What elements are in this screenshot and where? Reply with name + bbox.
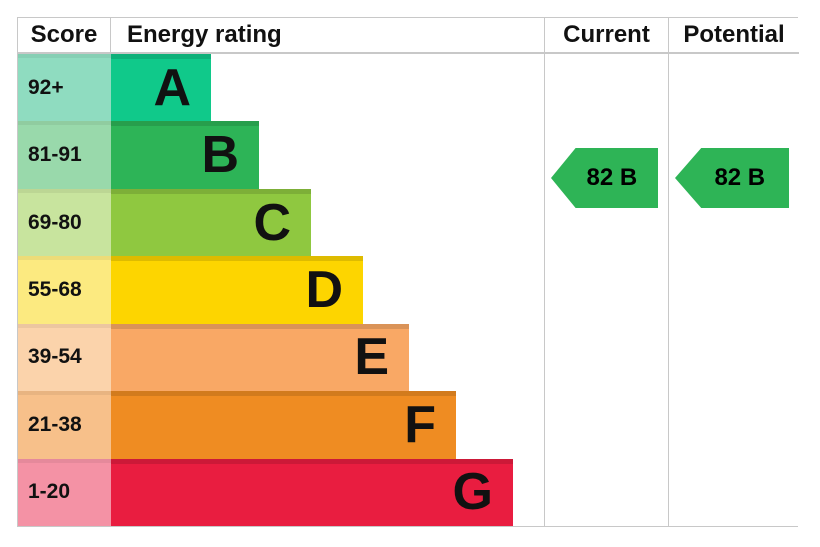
rating-bands: 92+ A 81-91 B 69-80 C 55-68 D 39-54 E 21… — [18, 54, 544, 526]
band-score-range: 1-20 — [18, 458, 111, 526]
potential-column-header: Potential — [669, 18, 799, 54]
band-bar-d: D — [111, 256, 363, 324]
band-score-range: 81-91 — [18, 121, 111, 189]
potential-rating-label: 82 B — [714, 164, 766, 191]
band-score-range: 55-68 — [18, 256, 111, 324]
current-rating-label: 82 B — [586, 164, 638, 191]
potential-column: Potential 82 B — [668, 18, 799, 526]
band-row-b: 81-91 B — [18, 121, 544, 189]
band-bar-c: C — [111, 188, 311, 257]
band-score-range: 39-54 — [18, 323, 111, 392]
band-bar-a: A — [111, 54, 211, 122]
epc-rating-table: Score Energy rating 92+ A 81-91 B 69-80 … — [17, 17, 799, 527]
band-row-d: 55-68 D — [18, 256, 544, 324]
band-row-c: 69-80 C — [18, 188, 544, 257]
band-bar-f: F — [111, 391, 456, 459]
band-bar-e: E — [111, 323, 409, 392]
score-column-header: Score — [18, 18, 111, 54]
band-row-f: 21-38 F — [18, 391, 544, 459]
band-bar-b: B — [111, 121, 259, 189]
current-column-header: Current — [545, 18, 668, 54]
energy-rating-column-header: Energy rating — [111, 18, 544, 54]
band-row-e: 39-54 E — [18, 323, 544, 392]
potential-rating-arrow: 82 B — [675, 148, 789, 208]
current-rating-arrow: 82 B — [551, 148, 658, 208]
current-column: Current 82 B — [544, 18, 668, 526]
band-score-range: 21-38 — [18, 391, 111, 459]
band-row-g: 1-20 G — [18, 458, 544, 526]
band-row-a: 92+ A — [18, 54, 544, 122]
band-score-range: 92+ — [18, 54, 111, 122]
band-score-range: 69-80 — [18, 188, 111, 257]
band-bar-g: G — [111, 458, 513, 526]
